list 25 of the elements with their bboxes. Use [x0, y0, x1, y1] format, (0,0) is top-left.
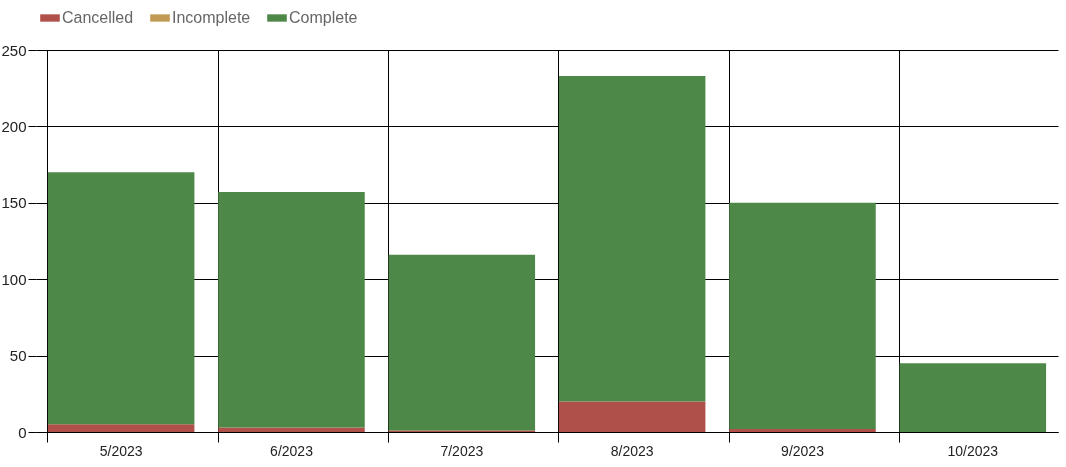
bar — [558, 401, 706, 432]
y-tick-label: 250 — [1, 41, 27, 59]
x-tick-label: 8/2023 — [610, 442, 654, 459]
bar — [558, 75, 706, 402]
bar — [388, 254, 536, 431]
y-tick-label: 100 — [1, 270, 27, 288]
x-tick-label: 7/2023 — [440, 442, 484, 459]
legend-label: Complete — [289, 9, 358, 26]
bar — [729, 202, 876, 429]
bar — [47, 172, 195, 425]
y-tick-label: 0 — [18, 423, 27, 441]
x-tick-label: 5/2023 — [99, 442, 143, 459]
y-tick-label: 200 — [1, 117, 27, 135]
y-tick-label: 50 — [9, 347, 27, 365]
bar — [899, 363, 1047, 432]
bar — [729, 428, 876, 432]
x-tick-label: 6/2023 — [270, 442, 314, 459]
x-tick-label: 9/2023 — [781, 442, 825, 459]
legend-label: Cancelled — [62, 9, 134, 26]
bar — [218, 427, 365, 432]
y-tick-label: 150 — [1, 194, 27, 212]
bar — [218, 192, 365, 428]
bar — [47, 424, 195, 432]
legend-label: Incomplete — [172, 9, 251, 26]
x-tick-label: 10/2023 — [947, 442, 999, 459]
